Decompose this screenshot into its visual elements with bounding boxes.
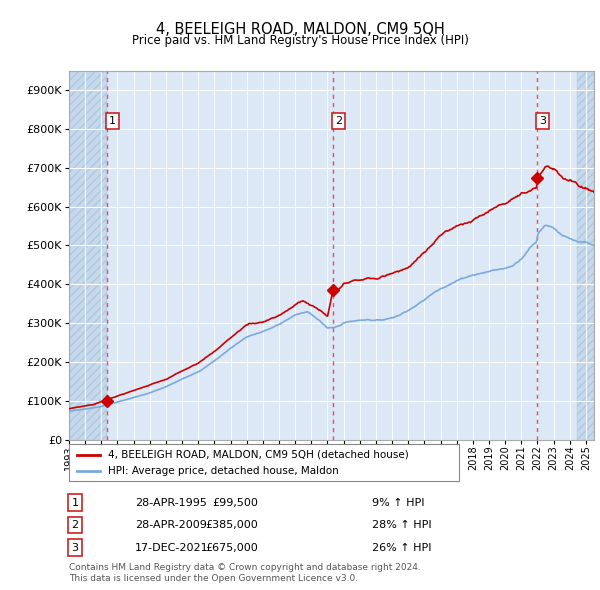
Text: 2: 2 [71,520,79,530]
Text: This data is licensed under the Open Government Licence v3.0.: This data is licensed under the Open Gov… [69,574,358,583]
Text: 1: 1 [109,116,116,126]
Text: 2: 2 [335,116,343,126]
Text: £385,000: £385,000 [205,520,258,530]
Text: Price paid vs. HM Land Registry's House Price Index (HPI): Price paid vs. HM Land Registry's House … [131,34,469,47]
Text: 28% ↑ HPI: 28% ↑ HPI [372,520,431,530]
Text: 1: 1 [71,498,79,507]
Text: 4, BEELEIGH ROAD, MALDON, CM9 5QH (detached house): 4, BEELEIGH ROAD, MALDON, CM9 5QH (detac… [108,450,409,460]
Text: Contains HM Land Registry data © Crown copyright and database right 2024.: Contains HM Land Registry data © Crown c… [69,563,421,572]
Text: 3: 3 [539,116,546,126]
Text: HPI: Average price, detached house, Maldon: HPI: Average price, detached house, Mald… [108,466,339,476]
Text: 3: 3 [71,543,79,552]
Text: £99,500: £99,500 [212,498,258,507]
Text: 4, BEELEIGH ROAD, MALDON, CM9 5QH: 4, BEELEIGH ROAD, MALDON, CM9 5QH [155,22,445,37]
Text: 28-APR-2009: 28-APR-2009 [135,520,207,530]
Bar [577,71,594,440]
Text: 9% ↑ HPI: 9% ↑ HPI [372,498,425,507]
Text: 28-APR-1995: 28-APR-1995 [135,498,207,507]
Text: 17-DEC-2021: 17-DEC-2021 [135,543,209,552]
Text: 26% ↑ HPI: 26% ↑ HPI [372,543,431,552]
Bar [69,71,107,440]
Text: £675,000: £675,000 [205,543,258,552]
